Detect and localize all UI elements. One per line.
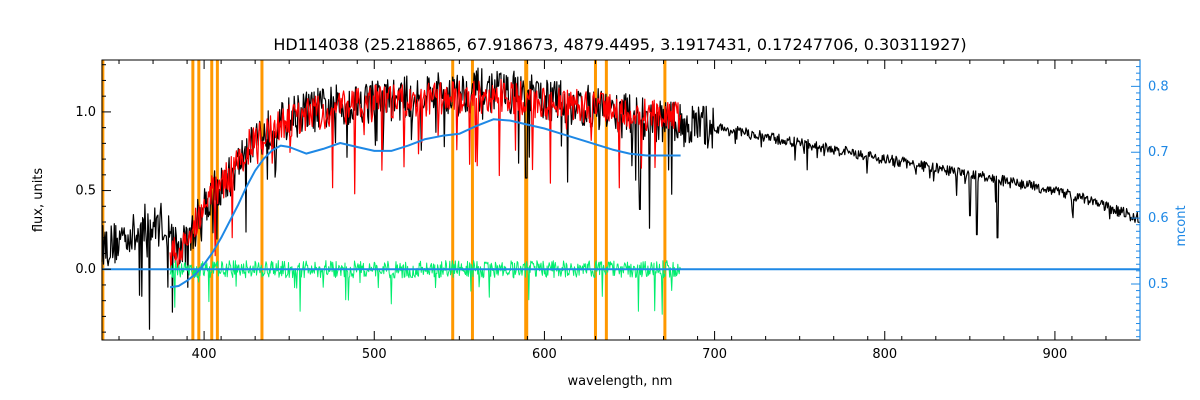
x-tick-label: 500	[362, 347, 387, 362]
y-tick-label: 0.5	[75, 184, 96, 199]
axis-layer: 400 500 600 700 800 900 0.0 0.5 1.0 0.5 0.6 0.7 0.8	[75, 60, 1169, 362]
y2-tick-label: 0.8	[1148, 79, 1169, 94]
chart-title: HD114038 (25.218865, 67.918673, 4879.449…	[273, 35, 966, 54]
y2-tick-label: 0.7	[1148, 145, 1169, 160]
y2-tick-label: 0.6	[1148, 211, 1169, 226]
x-tick-label: 400	[192, 347, 217, 362]
series-line-residual-2	[169, 260, 682, 315]
series-line-model-1	[169, 78, 682, 270]
x-tick-label: 700	[702, 347, 727, 362]
x-tick-label: 900	[1043, 347, 1068, 362]
series-line-continuum-3	[169, 118, 681, 289]
x-tick-label: 800	[872, 347, 897, 362]
y-tick-label: 0.0	[75, 262, 96, 277]
y2-axis-title: mcont	[1174, 205, 1189, 246]
x-tick-label: 600	[532, 347, 557, 362]
y2-tick-label: 0.5	[1148, 277, 1169, 292]
plot-layer	[101, 60, 1140, 340]
y-tick-label: 1.0	[75, 105, 96, 120]
x-axis-title: wavelength, nm	[568, 374, 673, 389]
y-axis-title: flux, units	[31, 168, 46, 233]
